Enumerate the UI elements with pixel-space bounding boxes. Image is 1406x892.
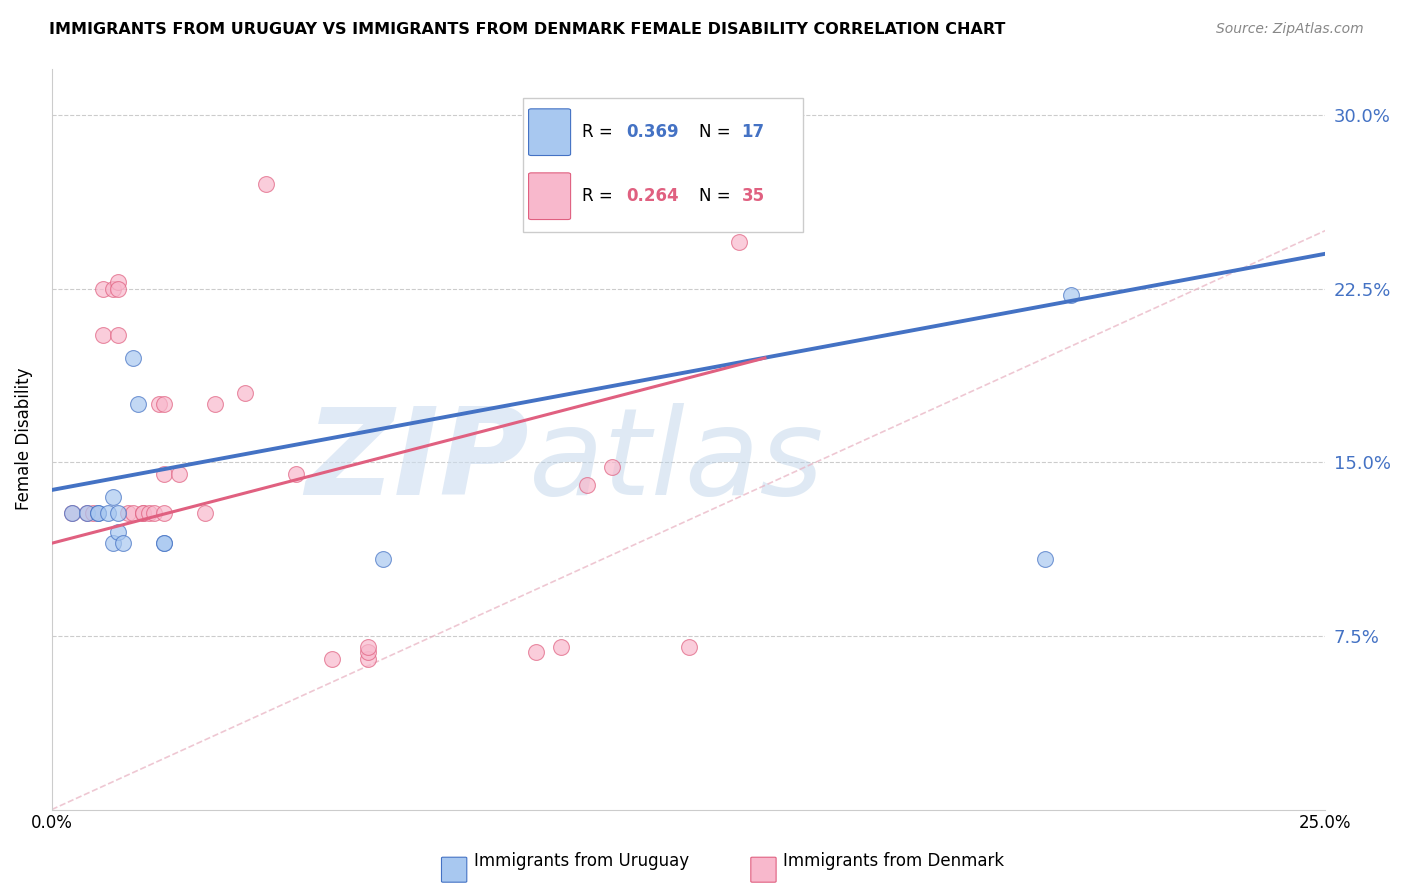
Text: ZIP: ZIP bbox=[305, 403, 529, 520]
Point bbox=[153, 536, 176, 550]
Point bbox=[60, 506, 83, 520]
Text: Source: ZipAtlas.com: Source: ZipAtlas.com bbox=[1216, 22, 1364, 37]
Point bbox=[127, 397, 149, 411]
Text: Immigrants from Uruguay: Immigrants from Uruguay bbox=[474, 852, 689, 870]
Point bbox=[76, 506, 98, 520]
Point bbox=[112, 536, 135, 550]
Point bbox=[132, 506, 155, 520]
Point bbox=[107, 327, 129, 342]
Point bbox=[194, 506, 217, 520]
Point bbox=[167, 467, 190, 481]
Point bbox=[153, 397, 176, 411]
Point bbox=[107, 524, 129, 539]
Point bbox=[86, 506, 108, 520]
Point bbox=[524, 645, 547, 659]
Text: Immigrants from Denmark: Immigrants from Denmark bbox=[783, 852, 1004, 870]
Point bbox=[356, 640, 378, 655]
Point bbox=[60, 506, 83, 520]
Point bbox=[122, 351, 145, 365]
Point bbox=[550, 640, 572, 655]
Point bbox=[600, 459, 623, 474]
Point bbox=[153, 506, 176, 520]
Y-axis label: Female Disability: Female Disability bbox=[15, 368, 32, 510]
Point bbox=[153, 467, 176, 481]
Point bbox=[356, 645, 378, 659]
Point bbox=[101, 490, 124, 504]
Point bbox=[233, 385, 256, 400]
Point bbox=[575, 478, 598, 492]
Point bbox=[107, 506, 129, 520]
Point bbox=[76, 506, 98, 520]
Point bbox=[285, 467, 308, 481]
Point bbox=[107, 275, 129, 289]
Text: atlas: atlas bbox=[529, 403, 825, 520]
Point bbox=[122, 506, 145, 520]
Point bbox=[371, 552, 394, 566]
Point bbox=[138, 506, 160, 520]
Point bbox=[1059, 288, 1081, 302]
Point bbox=[91, 327, 114, 342]
Point bbox=[153, 536, 176, 550]
Point bbox=[204, 397, 226, 411]
Point bbox=[321, 652, 343, 666]
Point bbox=[97, 506, 120, 520]
Text: IMMIGRANTS FROM URUGUAY VS IMMIGRANTS FROM DENMARK FEMALE DISABILITY CORRELATION: IMMIGRANTS FROM URUGUAY VS IMMIGRANTS FR… bbox=[49, 22, 1005, 37]
Point bbox=[678, 640, 700, 655]
Point bbox=[728, 235, 751, 250]
Point bbox=[254, 178, 277, 192]
Point bbox=[142, 506, 165, 520]
Point bbox=[148, 397, 170, 411]
Point bbox=[82, 506, 104, 520]
Point bbox=[86, 506, 108, 520]
Point bbox=[1033, 552, 1056, 566]
Point bbox=[132, 506, 155, 520]
Point bbox=[101, 281, 124, 295]
Point bbox=[107, 281, 129, 295]
Point bbox=[101, 536, 124, 550]
Point bbox=[91, 281, 114, 295]
Point bbox=[117, 506, 139, 520]
Point bbox=[356, 652, 378, 666]
